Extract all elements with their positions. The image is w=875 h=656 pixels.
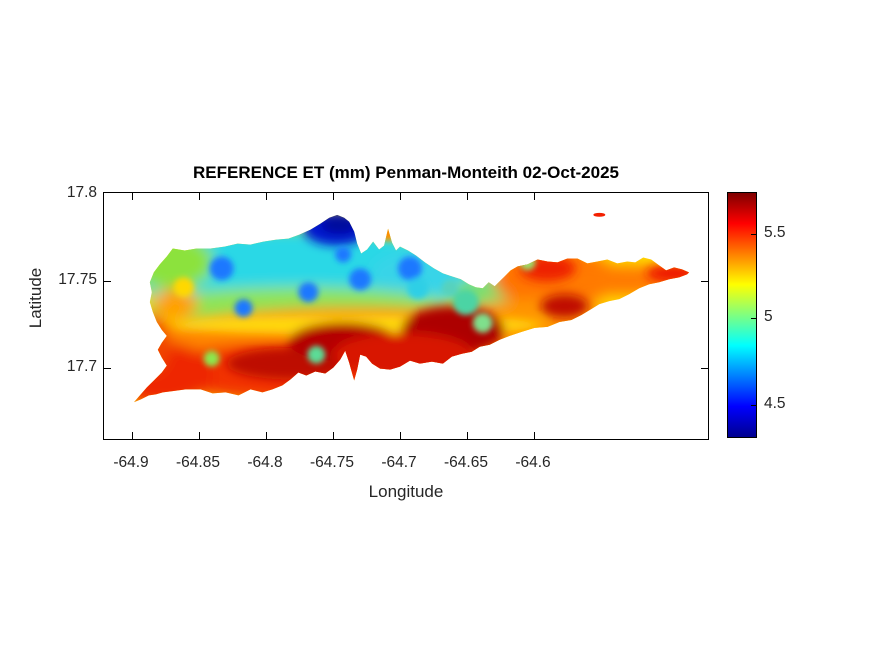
chart-title: REFERENCE ET (mm) Penman-Monteith 02-Oct… [192, 163, 619, 182]
offshore-islet [593, 212, 606, 217]
colorbar-tick-mark [751, 234, 756, 235]
x-tick-label: -64.6 [515, 454, 551, 471]
colorbar-tick-mark [751, 405, 756, 406]
x-tick-mark [333, 432, 334, 439]
x-tick-mark [534, 432, 535, 439]
y-tick-label: 17.75 [58, 271, 97, 288]
x-tick-label: -64.85 [176, 454, 220, 471]
x-tick-mark [467, 432, 468, 439]
y-axis-label: Latitude [26, 267, 45, 329]
y-tick-label: 17.8 [66, 184, 97, 201]
x-tick-label: -64.7 [381, 454, 417, 471]
colorbar-tick-label: 4.5 [764, 395, 786, 412]
x-tick-label: -64.75 [310, 454, 354, 471]
y-tick-mark [104, 281, 111, 282]
x-tick-mark-top [199, 193, 200, 200]
x-tick-mark [199, 432, 200, 439]
colorbar-tick-label: 5 [764, 308, 773, 325]
y-tick-mark-right [701, 281, 708, 282]
colorbar-tick-label: 5.5 [764, 224, 786, 241]
y-tick-label: 17.7 [66, 358, 97, 375]
x-tick-mark-top [400, 193, 401, 200]
x-tick-label: -64.8 [247, 454, 283, 471]
y-tick-mark [104, 368, 111, 369]
x-tick-mark-top [132, 193, 133, 200]
x-tick-mark-top [266, 193, 267, 200]
x-tick-mark [400, 432, 401, 439]
colorbar [727, 192, 757, 438]
et-heatmap-island [133, 212, 690, 403]
x-tick-mark-top [333, 193, 334, 200]
x-axis-label: Longitude [368, 482, 444, 501]
x-tick-label: -64.65 [444, 454, 488, 471]
x-tick-mark [266, 432, 267, 439]
x-tick-mark [132, 432, 133, 439]
x-tick-label: -64.9 [113, 454, 149, 471]
y-tick-mark-right [701, 368, 708, 369]
x-tick-mark-top [467, 193, 468, 200]
plot-area [103, 192, 709, 440]
x-tick-mark-top [534, 193, 535, 200]
colorbar-tick-mark [751, 318, 756, 319]
